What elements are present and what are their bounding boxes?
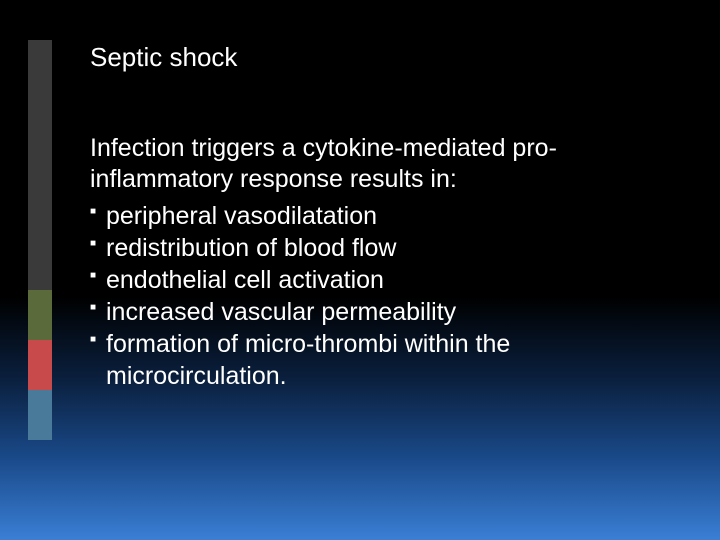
accent-seg-0 [28, 40, 52, 90]
slide-intro: Infection triggers a cytokine-mediated p… [90, 133, 680, 196]
slide-content: Septic shock Infection triggers a cytoki… [90, 42, 680, 392]
accent-seg-2 [28, 140, 52, 190]
accent-seg-1 [28, 90, 52, 140]
slide-title: Septic shock [90, 42, 680, 73]
accent-seg-5 [28, 290, 52, 340]
bullet-item: formation of micro-thrombi within the mi… [90, 328, 680, 392]
bullet-item: endothelial cell activation [90, 264, 680, 296]
accent-seg-3 [28, 190, 52, 240]
accent-seg-4 [28, 240, 52, 290]
bullet-item: peripheral vasodilatation [90, 200, 680, 232]
accent-seg-7 [28, 390, 52, 440]
bullet-list: peripheral vasodilatation redistribution… [90, 200, 680, 392]
bullet-item: increased vascular permeability [90, 296, 680, 328]
bullet-item: redistribution of blood flow [90, 232, 680, 264]
accent-bar [28, 40, 52, 440]
accent-seg-6 [28, 340, 52, 390]
